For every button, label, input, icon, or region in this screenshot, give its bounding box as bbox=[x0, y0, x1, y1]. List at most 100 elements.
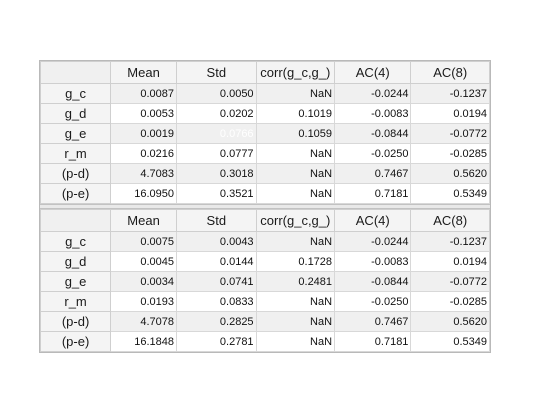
table-cell[interactable]: 0.0019 bbox=[110, 123, 178, 144]
table-row: g_d 0.0045 0.0144 0.1728 -0.0083 0.0194 bbox=[39, 251, 490, 272]
row-header[interactable]: (p-d) bbox=[39, 163, 112, 184]
table-cell[interactable]: 0.2781 bbox=[176, 331, 257, 352]
table-cell[interactable]: 0.7181 bbox=[334, 331, 412, 352]
table-row: g_d 0.0053 0.0202 0.1019 -0.0083 0.0194 bbox=[39, 103, 490, 124]
table-cell[interactable]: -0.0844 bbox=[334, 123, 412, 144]
table-cell[interactable]: NaN bbox=[255, 183, 336, 204]
column-header-corr[interactable]: corr(g_c,g_) bbox=[255, 61, 336, 84]
table-cell[interactable]: 0.0202 bbox=[176, 103, 257, 124]
table-cell[interactable]: 0.0053 bbox=[110, 103, 178, 124]
table-cell[interactable]: 0.0043 bbox=[176, 231, 257, 252]
row-header[interactable]: (p-e) bbox=[39, 331, 112, 352]
table-cell[interactable]: 0.5349 bbox=[410, 183, 490, 204]
table-cell[interactable]: -0.0250 bbox=[334, 291, 412, 312]
row-header[interactable]: g_d bbox=[39, 251, 112, 272]
row-header[interactable]: r_m bbox=[39, 291, 112, 312]
table-cell[interactable]: 0.0741 bbox=[176, 271, 257, 292]
table-cell[interactable]: NaN bbox=[255, 331, 336, 352]
table-cell[interactable]: 0.2825 bbox=[176, 311, 257, 332]
table-cell[interactable]: 0.0075 bbox=[110, 231, 178, 252]
table-row: (p-e) 16.0950 0.3521 NaN 0.7181 0.5349 bbox=[39, 183, 490, 204]
table-cell[interactable]: -0.0083 bbox=[334, 251, 412, 272]
table-row: (p-e) 16.1848 0.2781 NaN 0.7181 0.5349 bbox=[39, 331, 490, 352]
table-row: (p-d) 4.7078 0.2825 NaN 0.7467 0.5620 bbox=[39, 311, 490, 332]
table-cell[interactable]: -0.1237 bbox=[410, 83, 490, 104]
table-cell[interactable]: 16.0950 bbox=[110, 183, 178, 204]
results-table: Mean Std corr(g_c,g_) AC(4) AC(8) g_c 0.0… bbox=[39, 60, 491, 353]
row-header[interactable]: g_e bbox=[39, 123, 112, 144]
table-cell[interactable]: 0.1728 bbox=[255, 251, 336, 272]
table-cell[interactable]: 4.7078 bbox=[110, 311, 178, 332]
column-header-ac8[interactable]: AC(8) bbox=[410, 61, 490, 84]
row-header[interactable]: g_c bbox=[39, 231, 112, 252]
table-cell[interactable]: -0.1237 bbox=[410, 231, 490, 252]
row-header[interactable]: g_c bbox=[39, 83, 112, 104]
table-cell[interactable]: NaN bbox=[255, 231, 336, 252]
column-header-mean[interactable]: Mean bbox=[110, 61, 178, 84]
corner-cell[interactable] bbox=[39, 61, 112, 84]
table-cell[interactable]: 0.0216 bbox=[110, 143, 178, 164]
table-cell[interactable]: -0.0285 bbox=[410, 291, 490, 312]
table-cell[interactable]: 0.7467 bbox=[334, 311, 412, 332]
table-cell[interactable]: 0.0087 bbox=[110, 83, 178, 104]
row-header[interactable]: g_d bbox=[39, 103, 112, 124]
table-cell[interactable]: 0.0045 bbox=[110, 251, 178, 272]
table-cell[interactable]: 0.5620 bbox=[410, 163, 490, 184]
column-header-corr[interactable]: corr(g_c,g_) bbox=[255, 209, 336, 232]
table-cell[interactable]: -0.0772 bbox=[410, 123, 490, 144]
table-cell[interactable]: NaN bbox=[255, 291, 336, 312]
table-cell[interactable]: -0.0244 bbox=[334, 231, 412, 252]
section-divider bbox=[40, 204, 490, 209]
table-cell[interactable]: 0.7181 bbox=[334, 183, 412, 204]
column-header-ac4[interactable]: AC(4) bbox=[334, 209, 412, 232]
table-cell[interactable]: 0.3521 bbox=[176, 183, 257, 204]
table-row: (p-d) 4.7083 0.3018 NaN 0.7467 0.5620 bbox=[39, 163, 490, 184]
column-header-std[interactable]: Std bbox=[176, 61, 257, 84]
table-cell[interactable]: 0.0833 bbox=[176, 291, 257, 312]
table-cell[interactable]: -0.0844 bbox=[334, 271, 412, 292]
table-cell[interactable]: -0.0250 bbox=[334, 143, 412, 164]
table-cell[interactable]: 0.1019 bbox=[255, 103, 336, 124]
table-cell-selected[interactable]: 0.0766 bbox=[176, 123, 257, 144]
table-row: g_c 0.0075 0.0043 NaN -0.0244 -0.1237 bbox=[39, 231, 490, 252]
table-cell[interactable]: NaN bbox=[255, 143, 336, 164]
table-row: r_m 0.0216 0.0777 NaN -0.0250 -0.0285 bbox=[39, 143, 490, 164]
row-header[interactable]: r_m bbox=[39, 143, 112, 164]
table-cell[interactable]: 0.5349 bbox=[410, 331, 490, 352]
table-row: r_m 0.0193 0.0833 NaN -0.0250 -0.0285 bbox=[39, 291, 490, 312]
table-cell[interactable]: 16.1848 bbox=[110, 331, 178, 352]
table-cell[interactable]: NaN bbox=[255, 83, 336, 104]
row-header[interactable]: (p-d) bbox=[39, 311, 112, 332]
table-cell[interactable]: -0.0285 bbox=[410, 143, 490, 164]
column-header-std[interactable]: Std bbox=[176, 209, 257, 232]
table-cell[interactable]: 0.0034 bbox=[110, 271, 178, 292]
table-cell[interactable]: 0.0193 bbox=[110, 291, 178, 312]
table-cell[interactable]: -0.0772 bbox=[410, 271, 490, 292]
table-cell[interactable]: NaN bbox=[255, 311, 336, 332]
table-cell[interactable]: NaN bbox=[255, 163, 336, 184]
table-cell[interactable]: -0.0083 bbox=[334, 103, 412, 124]
table-cell[interactable]: 0.1059 bbox=[255, 123, 336, 144]
table-cell[interactable]: 0.2481 bbox=[255, 271, 336, 292]
column-header-row: Mean Std corr(g_c,g_) AC(4) AC(8) bbox=[39, 61, 490, 84]
table-cell[interactable]: 0.0777 bbox=[176, 143, 257, 164]
table-cell[interactable]: 0.0194 bbox=[410, 103, 490, 124]
table-cell[interactable]: 0.0050 bbox=[176, 83, 257, 104]
table-cell[interactable]: 0.7467 bbox=[334, 163, 412, 184]
table-cell[interactable]: 0.0194 bbox=[410, 251, 490, 272]
corner-cell[interactable] bbox=[39, 209, 112, 232]
table-cell[interactable]: 4.7083 bbox=[110, 163, 178, 184]
table-cell[interactable]: 0.5620 bbox=[410, 311, 490, 332]
table-row: g_e 0.0019 0.0766 0.1059 -0.0844 -0.0772 bbox=[39, 123, 490, 144]
column-header-ac8[interactable]: AC(8) bbox=[410, 209, 490, 232]
column-header-ac4[interactable]: AC(4) bbox=[334, 61, 412, 84]
table-section-1: Mean Std corr(g_c,g_) AC(4) AC(8) g_c 0.0… bbox=[39, 61, 490, 204]
row-header[interactable]: g_e bbox=[39, 271, 112, 292]
table-section-2: Mean Std corr(g_c,g_) AC(4) AC(8) g_c 0.0… bbox=[39, 209, 490, 352]
table-cell[interactable]: -0.0244 bbox=[334, 83, 412, 104]
table-cell[interactable]: 0.3018 bbox=[176, 163, 257, 184]
column-header-mean[interactable]: Mean bbox=[110, 209, 178, 232]
row-header[interactable]: (p-e) bbox=[39, 183, 112, 204]
table-cell[interactable]: 0.0144 bbox=[176, 251, 257, 272]
table-row: g_c 0.0087 0.0050 NaN -0.0244 -0.1237 bbox=[39, 83, 490, 104]
